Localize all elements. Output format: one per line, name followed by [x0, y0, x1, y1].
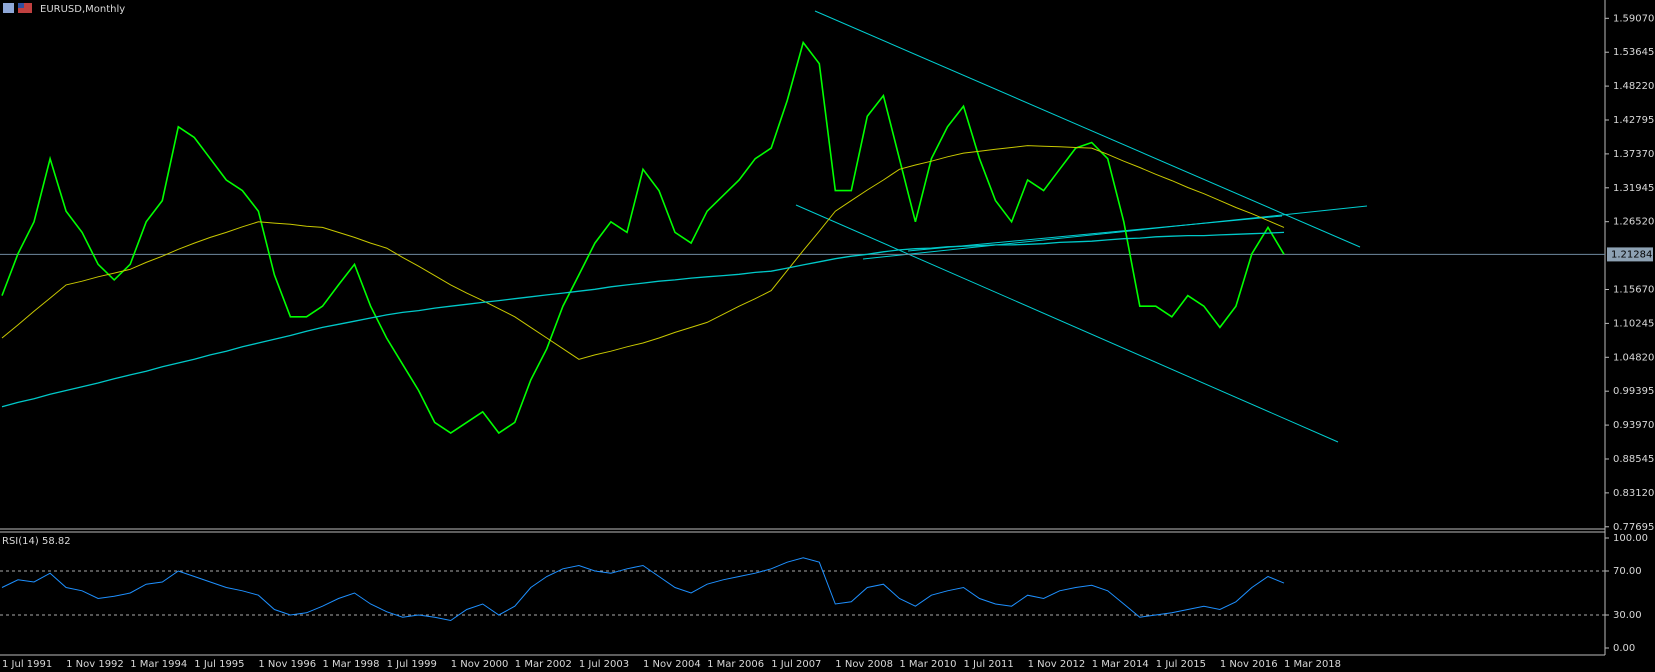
x-tick-label: 1 Mar 1998 — [323, 659, 380, 670]
window-icon — [3, 3, 14, 13]
x-tick-label: 1 Mar 2018 — [1284, 659, 1341, 670]
y-tick-label: 0.77695 — [1613, 522, 1654, 533]
series-line — [1, 231, 1285, 408]
x-tick-label: 1 Jul 2003 — [579, 659, 629, 670]
series-line — [1, 557, 1285, 622]
current-price-label: 1.21284 — [1611, 249, 1652, 260]
trendline — [862, 205, 1368, 260]
y-tick-label: 1.37370 — [1613, 149, 1654, 160]
x-tick-label: 1 Jul 2007 — [771, 659, 821, 670]
x-tick-label: 1 Jul 2015 — [1156, 659, 1206, 670]
trendline — [795, 204, 1339, 443]
trendline — [907, 215, 1283, 252]
y-tick-label: 0.93970 — [1613, 420, 1654, 431]
x-tick-label: 1 Mar 2006 — [707, 659, 764, 670]
y-tick-label: 1.31945 — [1613, 183, 1654, 194]
rsi-label: RSI(14) 58.82 — [2, 536, 71, 547]
x-tick-label: 1 Mar 2002 — [515, 659, 572, 670]
flag-icon — [18, 3, 24, 8]
x-tick-label: 1 Jul 1991 — [2, 659, 52, 670]
y-tick-label: 1.53645 — [1613, 47, 1654, 58]
rsi-value: 58.82 — [42, 536, 71, 547]
series-line — [1, 40, 1285, 435]
trendlines — [795, 10, 1368, 443]
x-tick-label: 1 Nov 2012 — [1028, 659, 1086, 670]
y-tick-label: 1.42795 — [1613, 115, 1654, 126]
x-tick-label: 1 Nov 2016 — [1220, 659, 1278, 670]
x-tick-label: 1 Nov 1992 — [66, 659, 124, 670]
x-tick-label: 1 Jul 1999 — [387, 659, 437, 670]
x-tick-label: 1 Mar 2010 — [899, 659, 956, 670]
x-tick-label: 1 Jul 2011 — [964, 659, 1014, 670]
y-tick-label: 1.26520 — [1613, 217, 1654, 228]
y-tick-label: 1.10245 — [1613, 318, 1654, 329]
y-tick-label: 0.88545 — [1613, 454, 1654, 465]
y-tick-label: 1.04820 — [1613, 352, 1654, 363]
x-tick-label: 1 Nov 2008 — [835, 659, 893, 670]
y-tick-label: 1.48220 — [1613, 81, 1654, 92]
y-tick-label: 0.99395 — [1613, 386, 1654, 397]
chart-title: EURUSD,Monthly — [40, 4, 125, 15]
y-tick-label: 1.15670 — [1613, 284, 1654, 295]
y-tick-label: 30.00 — [1613, 610, 1642, 621]
x-tick-label: 1 Mar 1994 — [130, 659, 187, 670]
x-tick-label: 1 Jul 1995 — [194, 659, 244, 670]
current-price-box — [1607, 247, 1653, 262]
y-tick-label: 0.83120 — [1613, 488, 1654, 499]
y-tick-label: 70.00 — [1613, 566, 1642, 577]
series-line — [1, 145, 1285, 360]
x-tick-label: 1 Mar 2014 — [1092, 659, 1149, 670]
x-tick-label: 1 Nov 2004 — [643, 659, 701, 670]
flag-icon — [18, 3, 32, 13]
y-tick-label: 0.00 — [1613, 643, 1635, 654]
x-tick-label: 1 Nov 2000 — [451, 659, 509, 670]
y-tick-label: 1.59070 — [1613, 13, 1654, 24]
rsi-name: RSI(14) — [2, 536, 39, 547]
x-tick-label: 1 Nov 1996 — [258, 659, 316, 670]
y-tick-label: 100.00 — [1613, 533, 1648, 544]
trendline — [814, 10, 1361, 248]
